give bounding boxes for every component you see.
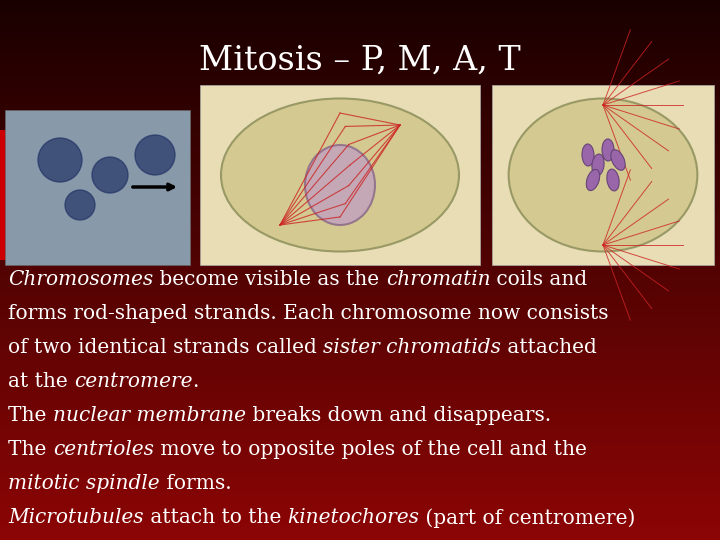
Text: forms.: forms.	[160, 474, 231, 493]
Ellipse shape	[587, 169, 600, 191]
Text: The: The	[8, 440, 53, 459]
Text: centrioles: centrioles	[53, 440, 154, 459]
Text: forms rod-shaped strands. Each chromosome now consists: forms rod-shaped strands. Each chromosom…	[8, 304, 608, 323]
Text: coils and: coils and	[490, 270, 588, 289]
Ellipse shape	[580, 145, 595, 165]
Ellipse shape	[601, 139, 615, 160]
Text: kinetochores: kinetochores	[287, 508, 419, 527]
Text: Chromosomes: Chromosomes	[8, 270, 153, 289]
Bar	[200, 85, 480, 265]
Text: centromere: centromere	[74, 372, 193, 391]
Text: breaks down and disappears.: breaks down and disappears.	[246, 406, 551, 425]
Text: move to opposite poles of the cell and the: move to opposite poles of the cell and t…	[154, 440, 587, 459]
Circle shape	[92, 157, 128, 193]
Ellipse shape	[221, 98, 459, 252]
Text: The: The	[8, 406, 53, 425]
Ellipse shape	[508, 98, 698, 252]
Bar	[0, 130, 10, 260]
Text: (part of centromere): (part of centromere)	[419, 508, 636, 528]
Ellipse shape	[606, 170, 620, 191]
Text: sister chromatids: sister chromatids	[323, 338, 501, 357]
Circle shape	[135, 135, 175, 175]
Bar	[5, 110, 190, 265]
Text: Microtubules: Microtubules	[8, 508, 143, 527]
Text: mitotic spindle: mitotic spindle	[8, 474, 160, 493]
Ellipse shape	[612, 149, 624, 171]
Text: of two identical strands called: of two identical strands called	[8, 338, 323, 357]
Text: become visible as the: become visible as the	[153, 270, 386, 289]
Circle shape	[65, 190, 95, 220]
Text: at the: at the	[8, 372, 74, 391]
Circle shape	[38, 138, 82, 182]
Text: attach to the: attach to the	[143, 508, 287, 527]
Text: .: .	[193, 372, 199, 391]
Bar	[492, 85, 714, 265]
Ellipse shape	[592, 154, 604, 176]
Ellipse shape	[305, 145, 375, 225]
Text: chromatin: chromatin	[386, 270, 490, 289]
Text: nuclear membrane: nuclear membrane	[53, 406, 246, 425]
Text: attached: attached	[501, 338, 597, 357]
Text: Mitosis – P, M, A, T: Mitosis – P, M, A, T	[199, 45, 521, 77]
